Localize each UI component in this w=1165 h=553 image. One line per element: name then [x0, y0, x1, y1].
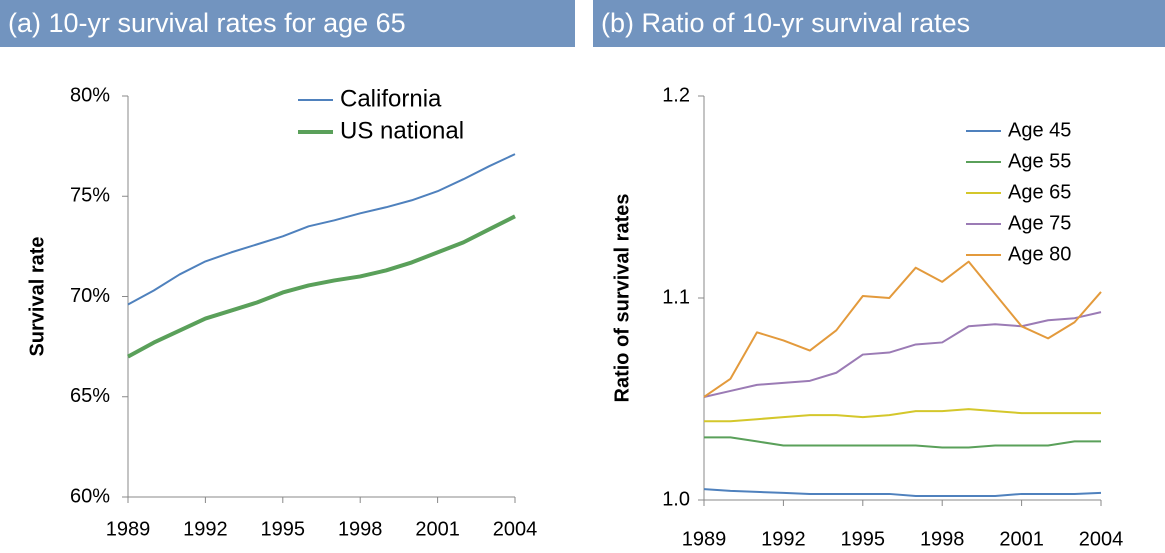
panel-title: (b) Ratio of 10-yr survival rates — [601, 8, 970, 38]
x-tick-label: 2004 — [493, 518, 538, 540]
y-tick-label: 1.2 — [662, 84, 690, 106]
legend-label: Age 75 — [1008, 212, 1071, 234]
legend-label: California — [340, 85, 442, 112]
legend-label: Age 55 — [1008, 150, 1071, 172]
x-tick-label: 1998 — [338, 518, 383, 540]
x-tick-label: 2001 — [415, 518, 460, 540]
x-tick-label: 2004 — [1079, 528, 1124, 550]
y-tick-label: 70% — [70, 285, 110, 307]
y-tick-label: 65% — [70, 385, 110, 407]
y-tick-label: 1.1 — [662, 286, 690, 308]
y-tick-label: 80% — [70, 84, 110, 106]
y-tick-label: 60% — [70, 485, 110, 507]
series-line — [704, 436, 1101, 449]
x-tick-label: 1989 — [682, 528, 727, 550]
legend-label: Age 65 — [1008, 181, 1071, 203]
series-line — [703, 311, 1102, 398]
x-tick-label: 1989 — [106, 518, 151, 540]
y-axis-title: Ratio of survival rates — [611, 194, 633, 403]
y-tick-label: 75% — [70, 185, 110, 207]
series-line — [703, 488, 1102, 497]
x-tick-label: 1992 — [761, 528, 806, 550]
header-bar — [593, 0, 1165, 47]
header-bar — [0, 0, 575, 47]
legend-label: Age 45 — [1008, 119, 1071, 141]
y-axis-title: Survival rate — [26, 236, 48, 356]
y-tick-label: 1.0 — [662, 488, 690, 510]
x-tick-label: 1992 — [183, 518, 228, 540]
x-tick-label: 1998 — [920, 528, 965, 550]
series-line — [703, 260, 1102, 398]
legend-label: Age 80 — [1008, 243, 1071, 265]
legend-label: US national — [340, 117, 464, 144]
series-line — [127, 214, 516, 359]
x-tick-label: 1995 — [261, 518, 306, 540]
x-tick-label: 1995 — [841, 528, 886, 550]
series-line — [704, 408, 1101, 423]
x-tick-label: 2001 — [999, 528, 1044, 550]
series-line — [127, 153, 516, 306]
panel-title: (a) 10-yr survival rates for age 65 — [8, 8, 406, 38]
